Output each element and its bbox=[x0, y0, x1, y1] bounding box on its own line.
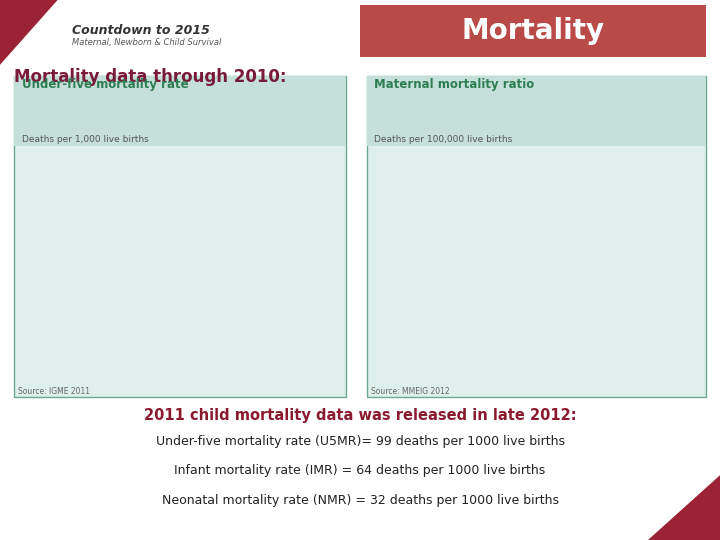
Text: MDG Target: MDG Target bbox=[590, 339, 650, 348]
Text: Deaths per 1,000 live births: Deaths per 1,000 live births bbox=[22, 134, 148, 144]
Text: Neonatal mortality rate (NMR) = 32 deaths per 1000 live births: Neonatal mortality rate (NMR) = 32 death… bbox=[161, 494, 559, 507]
Text: Countdown to 2015: Countdown to 2015 bbox=[72, 24, 210, 37]
Text: Infant mortality rate (IMR) = 64 deaths per 1000 live births: Infant mortality rate (IMR) = 64 deaths … bbox=[174, 464, 546, 477]
FancyBboxPatch shape bbox=[212, 332, 314, 355]
Text: 2011 child mortality data was released in late 2012:: 2011 child mortality data was released i… bbox=[144, 408, 576, 423]
Text: 39: 39 bbox=[322, 291, 335, 301]
Text: Source: MMEIG 2012: Source: MMEIG 2012 bbox=[371, 387, 449, 396]
Text: Under-five mortality rate (U5MR)= 99 deaths per 1000 live births: Under-five mortality rate (U5MR)= 99 dea… bbox=[156, 435, 564, 448]
Text: MDG Target: MDG Target bbox=[233, 339, 293, 348]
Text: 93: 93 bbox=[236, 198, 250, 208]
Text: Deaths per 100,000 live births: Deaths per 100,000 live births bbox=[374, 134, 513, 144]
Text: Source: IGME 2011: Source: IGME 2011 bbox=[18, 387, 90, 396]
FancyBboxPatch shape bbox=[567, 332, 673, 354]
Text: Maternal, Newborn & Child Survival: Maternal, Newborn & Child Survival bbox=[72, 38, 221, 47]
Text: Maternal mortality ratio: Maternal mortality ratio bbox=[374, 78, 535, 91]
Text: 420: 420 bbox=[436, 187, 456, 197]
Text: 560: 560 bbox=[633, 136, 652, 146]
Text: 100: 100 bbox=[681, 315, 701, 325]
Text: 116: 116 bbox=[86, 159, 105, 169]
Text: Under-five mortality rate: Under-five mortality rate bbox=[22, 78, 188, 91]
Text: Mortality: Mortality bbox=[462, 17, 604, 45]
Text: Mortality data through 2010:: Mortality data through 2010: bbox=[14, 68, 287, 85]
